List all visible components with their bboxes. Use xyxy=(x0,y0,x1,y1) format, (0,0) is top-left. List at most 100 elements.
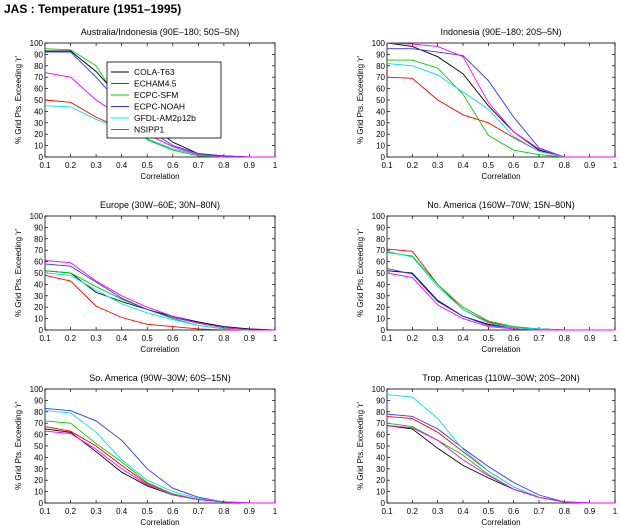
plot-frame xyxy=(386,215,616,331)
legend-box xyxy=(106,61,222,139)
y-tick-label: 0 xyxy=(381,499,386,508)
x-tick-label: 0.8 xyxy=(559,161,571,170)
y-tick-label: 40 xyxy=(376,280,385,289)
y-tick-label: 100 xyxy=(372,385,386,394)
chart-title: No. America (160W–70W; 15N–80N) xyxy=(427,200,574,210)
x-tick-label: 0.5 xyxy=(483,334,495,343)
y-tick-label: 50 xyxy=(376,442,385,451)
series-line-cola-t63 xyxy=(386,425,615,504)
y-tick-label: 90 xyxy=(34,223,43,232)
y-tick-label: 20 xyxy=(34,476,43,485)
y-axis-label: % Grid Pts. Exceeding 'r' xyxy=(14,229,23,317)
series-line-nsipp1 xyxy=(44,430,275,504)
x-tick-label: 0.5 xyxy=(142,334,154,343)
y-tick-label: 10 xyxy=(376,488,385,497)
series-line-ecpc-noah xyxy=(386,413,615,504)
series-line-ecpc-noah xyxy=(44,263,275,331)
series-line-cola-t63 xyxy=(386,42,615,158)
y-tick-label: 20 xyxy=(376,303,385,312)
y-tick-label: 40 xyxy=(34,107,43,116)
x-tick-label: 0.9 xyxy=(244,161,256,170)
x-tick-label: 0.6 xyxy=(167,334,179,343)
x-tick-label: 0.9 xyxy=(244,507,256,516)
x-axis-label: Correlation xyxy=(140,172,179,181)
series-line-echam4-5 xyxy=(386,415,615,504)
y-tick-label: 70 xyxy=(376,419,385,428)
chart-panel-2: Indonesia (90E–180; 20S–5N) 0 10 20 30 40 50 60… xyxy=(356,27,618,181)
x-axis-label: Correlation xyxy=(481,518,520,527)
y-tick-label: 50 xyxy=(34,269,43,278)
x-tick-label: 1 xyxy=(613,334,618,343)
y-tick-label: 50 xyxy=(34,442,43,451)
y-tick-label: 80 xyxy=(376,235,385,244)
x-tick-label: 0.6 xyxy=(508,507,520,516)
y-tick-label: 20 xyxy=(34,303,43,312)
series-line-cola-t63 xyxy=(44,428,275,504)
y-tick-label: 100 xyxy=(372,212,386,221)
y-tick-label: 0 xyxy=(39,326,44,335)
x-tick-label: 0.9 xyxy=(584,161,596,170)
x-tick-label: 0.8 xyxy=(218,507,230,516)
y-tick-label: 100 xyxy=(372,39,386,48)
y-tick-label: 0 xyxy=(381,153,386,162)
y-tick-label: 30 xyxy=(376,119,385,128)
x-tick-label: 0.3 xyxy=(432,334,444,343)
x-tick-label: 0.7 xyxy=(193,334,205,343)
x-tick-label: 0.7 xyxy=(193,161,205,170)
x-tick-label: 0.5 xyxy=(483,161,495,170)
x-tick-label: 0.8 xyxy=(559,507,571,516)
y-tick-label: 30 xyxy=(34,465,43,474)
x-axis-label: Correlation xyxy=(481,345,520,354)
y-tick-label: 0 xyxy=(381,326,386,335)
x-tick-label: 0.4 xyxy=(116,334,128,343)
x-tick-label: 0.8 xyxy=(559,334,571,343)
y-tick-label: 100 xyxy=(30,385,44,394)
legend-label: ECHAM4.5 xyxy=(134,79,177,89)
y-tick-label: 10 xyxy=(34,315,43,324)
x-tick-label: 0.1 xyxy=(39,507,51,516)
plot-frame xyxy=(386,388,616,504)
y-axis-label: % Grid Pts. Exceeding 'r' xyxy=(14,56,23,144)
x-tick-label: 0.5 xyxy=(142,507,154,516)
series-line-cola-t63 xyxy=(44,270,276,331)
x-tick-label: 0.1 xyxy=(381,161,393,170)
x-tick-label: 1 xyxy=(273,507,278,516)
y-tick-label: 90 xyxy=(34,50,43,59)
chart-panel-4: No. America (160W–70W; 15N–80N) 0 10 20 30 40… xyxy=(356,200,618,354)
y-tick-label: 10 xyxy=(376,142,385,151)
x-tick-label: 0.4 xyxy=(457,507,469,516)
y-tick-label: 30 xyxy=(34,119,43,128)
plot-frame xyxy=(386,42,616,158)
y-axis-label: % Grid Pts. Exceeding 'r' xyxy=(356,402,365,490)
series-line-nsipp1 xyxy=(386,425,615,504)
series-line-nsipp1 xyxy=(44,72,275,158)
series-line-nsipp1 xyxy=(386,42,615,158)
x-tick-label: 0.4 xyxy=(116,161,128,170)
y-tick-label: 80 xyxy=(376,62,385,71)
x-tick-label: 0.3 xyxy=(91,507,103,516)
y-tick-label: 60 xyxy=(376,258,385,267)
y-tick-label: 70 xyxy=(34,246,43,255)
x-tick-label: 0.5 xyxy=(483,507,495,516)
x-tick-label: 0.2 xyxy=(407,334,419,343)
y-tick-label: 30 xyxy=(34,292,43,301)
x-tick-label: 0.9 xyxy=(584,507,596,516)
y-tick-label: 60 xyxy=(376,431,385,440)
legend-label: NSIPP1 xyxy=(134,125,165,135)
series-line-ecpc-sfm xyxy=(386,252,615,331)
y-tick-label: 70 xyxy=(376,246,385,255)
x-tick-label: 0.8 xyxy=(218,334,230,343)
legend-label: ECPC-SFM xyxy=(134,90,178,100)
x-tick-label: 0.1 xyxy=(381,507,393,516)
y-tick-label: 100 xyxy=(30,39,44,48)
chart-title: Indonesia (90E–180; 20S–5N) xyxy=(440,27,561,37)
y-tick-label: 80 xyxy=(34,408,43,417)
x-tick-label: 0.9 xyxy=(244,334,256,343)
y-tick-label: 80 xyxy=(34,235,43,244)
chart-panel-5: So. America (90W–30W; 60S–15N) 0 10 20 30 40 5… xyxy=(14,373,278,527)
series-line-cola-t63 xyxy=(386,270,615,331)
y-tick-label: 60 xyxy=(376,85,385,94)
y-tick-label: 30 xyxy=(376,465,385,474)
y-tick-label: 40 xyxy=(376,107,385,116)
